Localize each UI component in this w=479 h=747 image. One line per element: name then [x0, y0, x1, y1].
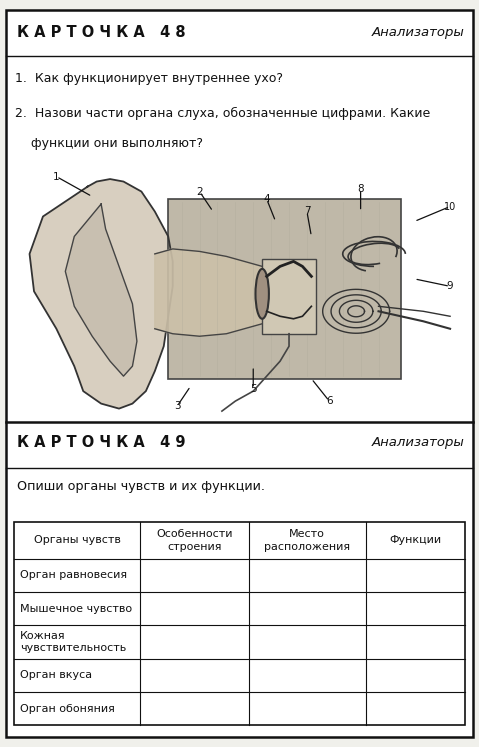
Text: Функции: Функции [389, 536, 442, 545]
Text: Опиши органы чувств и их функции.: Опиши органы чувств и их функции. [17, 480, 265, 493]
Text: 2.  Назови части органа слуха, обозначенные цифрами. Какие: 2. Назови части органа слуха, обозначенн… [15, 107, 430, 120]
Polygon shape [65, 204, 137, 376]
Text: Особенности
строения: Особенности строения [156, 529, 233, 551]
Text: 1.  Как функционирует внутреннее ухо?: 1. Как функционирует внутреннее ухо? [15, 72, 283, 85]
Text: Орган вкуса: Орган вкуса [20, 670, 92, 681]
Text: 4: 4 [263, 194, 270, 204]
Text: Мышечное чувство: Мышечное чувство [20, 604, 132, 614]
Text: 2: 2 [196, 187, 203, 196]
Ellipse shape [255, 269, 269, 319]
Text: 8: 8 [357, 184, 364, 194]
Text: Кожная
чувствительность: Кожная чувствительность [20, 630, 126, 653]
Text: 5: 5 [250, 384, 257, 394]
Bar [262, 259, 316, 334]
Text: К А Р Т О Ч К А   4 8: К А Р Т О Ч К А 4 8 [17, 25, 185, 40]
Text: 7: 7 [304, 206, 310, 217]
Text: Орган обоняния: Орган обоняния [20, 704, 114, 713]
Text: Орган равновесия: Орган равновесия [20, 571, 127, 580]
Text: функции они выполняют?: функции они выполняют? [15, 137, 203, 149]
Text: Анализаторы: Анализаторы [371, 436, 464, 449]
Polygon shape [155, 249, 262, 336]
Text: Анализаторы: Анализаторы [371, 25, 464, 39]
Text: Место
расположения: Место расположения [264, 529, 350, 551]
Text: К А Р Т О Ч К А   4 9: К А Р Т О Ч К А 4 9 [17, 435, 185, 450]
Text: 10: 10 [444, 202, 456, 211]
Polygon shape [30, 179, 173, 409]
Text: Органы чувств: Органы чувств [34, 536, 121, 545]
Bar [168, 199, 401, 379]
Text: 6: 6 [326, 396, 332, 406]
Bar [14, 522, 465, 725]
Text: 3: 3 [174, 401, 181, 411]
Text: 1: 1 [53, 172, 60, 182]
Text: 9: 9 [447, 282, 454, 291]
